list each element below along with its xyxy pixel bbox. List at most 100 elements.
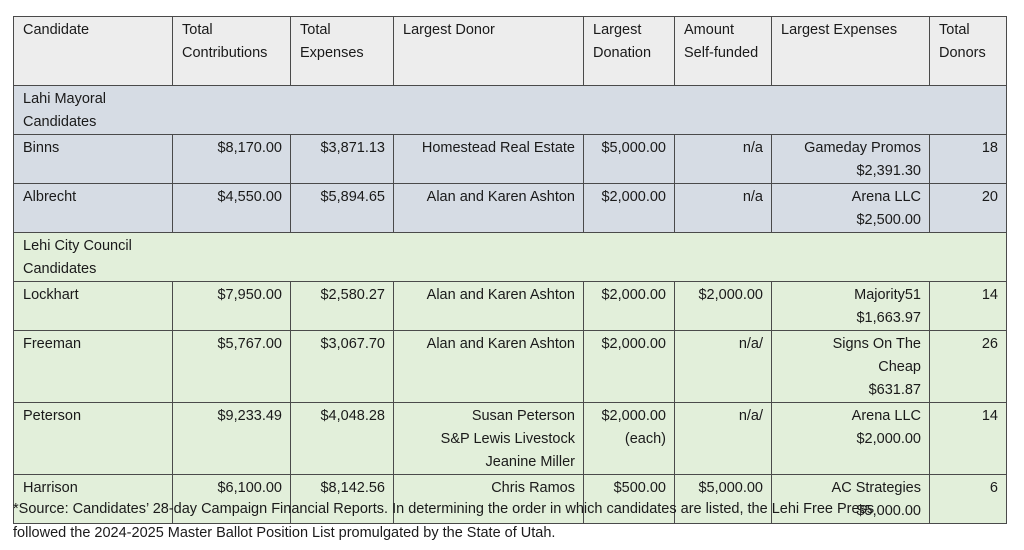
header-total-expenses: Total Expenses: [290, 16, 394, 86]
largest-donor: Alan and Karen Ashton: [393, 330, 584, 403]
largest-donation-line: $2,000.00: [601, 408, 666, 424]
total-contributions: $8,170.00: [172, 134, 291, 184]
total-donors: 6: [929, 474, 1007, 524]
total-contributions: $9,233.49: [172, 402, 291, 475]
largest-donor-line: Chris Ramos: [491, 480, 575, 496]
largest-expenses-line: $631.87: [868, 382, 921, 398]
largest-expenses: Signs On The Cheap $631.87: [771, 330, 930, 403]
largest-expenses-line: Signs On The: [832, 336, 921, 352]
candidate-name: Albrecht: [13, 183, 173, 233]
largest-expenses-line: AC Strategies: [831, 480, 921, 496]
total-expenses: $3,067.70: [290, 330, 394, 403]
largest-expenses: AC Strategies $5,000.00: [771, 474, 930, 524]
section-title: Lehi City Council Candidates: [13, 232, 1007, 282]
largest-donor: Homestead Real Estate: [393, 134, 584, 184]
largest-donation-line: $500.00: [613, 480, 666, 496]
table-row: Peterson $9,233.49 $4,048.28 Susan Peterson…: [13, 402, 1007, 475]
candidate-name: Harrison: [13, 474, 173, 524]
largest-donor-line: Alan and Karen Ashton: [426, 189, 575, 205]
largest-donor-line: Jeanine Miller: [485, 454, 575, 470]
table-row: Lockhart $7,950.00 $2,580.27 Alan and Karen…: [13, 281, 1007, 331]
largest-donation: $2,000.00: [583, 330, 675, 403]
footnote-line: followed the 2024-2025 Master Ballot Pos…: [13, 525, 556, 541]
header-largest-donor: Largest Donor: [393, 16, 584, 86]
largest-donor-line: Susan Peterson: [471, 408, 575, 424]
largest-donor: Alan and Karen Ashton: [393, 183, 584, 233]
total-expenses: $3,871.13: [290, 134, 394, 184]
total-donors: 14: [929, 281, 1007, 331]
amount-self-funded: n/a/: [674, 330, 772, 403]
table-row: Freeman $5,767.00 $3,067.70 Alan and Karen …: [13, 330, 1007, 403]
largest-donation-line: $5,000.00: [601, 140, 666, 156]
largest-expenses: Gameday Promos $2,391.30: [771, 134, 930, 184]
largest-expenses-line: $1,663.97: [856, 310, 921, 326]
header-candidate: Candidate: [13, 16, 173, 86]
largest-expenses: Arena LLC $2,000.00: [771, 402, 930, 475]
total-expenses: $2,580.27: [290, 281, 394, 331]
largest-donation-line: $2,000.00: [601, 287, 666, 303]
candidate-name: Binns: [13, 134, 173, 184]
section-title-text: Lahi Mayoral Candidates: [23, 91, 107, 130]
header-largest-expenses: Largest Expenses: [771, 16, 930, 86]
section-row: Lehi City Council Candidates: [13, 232, 1007, 282]
largest-donation: $2,000.00: [583, 183, 675, 233]
candidate-name: Lockhart: [13, 281, 173, 331]
largest-donation-line: $2,000.00: [601, 336, 666, 352]
amount-self-funded: $2,000.00: [674, 281, 772, 331]
campaign-finance-table: Candidate Total Contributions Total Expe…: [13, 16, 1007, 524]
largest-donation: $500.00: [583, 474, 675, 524]
largest-expenses: Majority51 $1,663.97: [771, 281, 930, 331]
largest-expenses-line: $2,000.00: [856, 431, 921, 447]
largest-donation: $2,000.00 (each): [583, 402, 675, 475]
section-title: Lahi Mayoral Candidates: [13, 85, 1007, 135]
total-donors: 20: [929, 183, 1007, 233]
largest-donor-line: S&P Lewis Livestock: [440, 431, 575, 447]
largest-donor-line: Homestead Real Estate: [421, 140, 575, 156]
largest-expenses-line: Majority51: [854, 287, 921, 303]
amount-self-funded: n/a/: [674, 402, 772, 475]
largest-expenses-line: $5,000.00: [856, 503, 921, 519]
total-expenses: $4,048.28: [290, 402, 394, 475]
header-amount-self-funded: Amount Self-funded: [674, 16, 772, 86]
largest-expenses-line: $2,500.00: [856, 212, 921, 228]
largest-expenses-line: Cheap: [878, 359, 921, 375]
table-row: Binns $8,170.00 $3,871.13 Homestead Real Es…: [13, 134, 1007, 184]
largest-donor: Alan and Karen Ashton: [393, 281, 584, 331]
largest-expenses-line: Arena LLC: [851, 189, 921, 205]
largest-donor-line: Alan and Karen Ashton: [426, 287, 575, 303]
table-row: Harrison $6,100.00 $8,142.56 Chris Ramos $50…: [13, 474, 1007, 524]
total-expenses: $5,894.65: [290, 183, 394, 233]
largest-donor: Susan Peterson S&P Lewis Livestock Jeanine…: [393, 402, 584, 475]
largest-expenses: Arena LLC $2,500.00: [771, 183, 930, 233]
header-total-donors: Total Donors: [929, 16, 1007, 86]
section-row: Lahi Mayoral Candidates: [13, 85, 1007, 135]
footnote-line: *Source: Candidates’ 28-day Campaign Fin…: [13, 501, 875, 517]
table-row: Albrecht $4,550.00 $5,894.65 Alan and Karen…: [13, 183, 1007, 233]
candidate-name: Peterson: [13, 402, 173, 475]
largest-donor: Chris Ramos: [393, 474, 584, 524]
header-total-contributions: Total Contributions: [172, 16, 291, 86]
largest-expenses-line: Gameday Promos: [804, 140, 921, 156]
largest-donation: $2,000.00: [583, 281, 675, 331]
total-donors: 18: [929, 134, 1007, 184]
total-contributions: $5,767.00: [172, 330, 291, 403]
header-row: Candidate Total Contributions Total Expe…: [13, 16, 1007, 86]
largest-donor-line: Alan and Karen Ashton: [426, 336, 575, 352]
total-donors: 26: [929, 330, 1007, 403]
amount-self-funded: $5,000.00: [674, 474, 772, 524]
largest-expenses-line: Arena LLC: [851, 408, 921, 424]
header-largest-donation: Largest Donation: [583, 16, 675, 86]
total-donors: 14: [929, 402, 1007, 475]
source-footnote: *Source: Candidates’ 28-day Campaign Fin…: [13, 497, 874, 545]
section-title-text: Lehi City Council Candidates: [23, 238, 132, 277]
largest-donation-line: $2,000.00: [601, 189, 666, 205]
total-contributions: $7,950.00: [172, 281, 291, 331]
total-expenses: $8,142.56: [290, 474, 394, 524]
largest-donation: $5,000.00: [583, 134, 675, 184]
amount-self-funded: n/a: [674, 134, 772, 184]
amount-self-funded: n/a: [674, 183, 772, 233]
largest-donation-line: (each): [624, 431, 666, 447]
candidate-name: Freeman: [13, 330, 173, 403]
total-contributions: $4,550.00: [172, 183, 291, 233]
largest-expenses-line: $2,391.30: [856, 163, 921, 179]
